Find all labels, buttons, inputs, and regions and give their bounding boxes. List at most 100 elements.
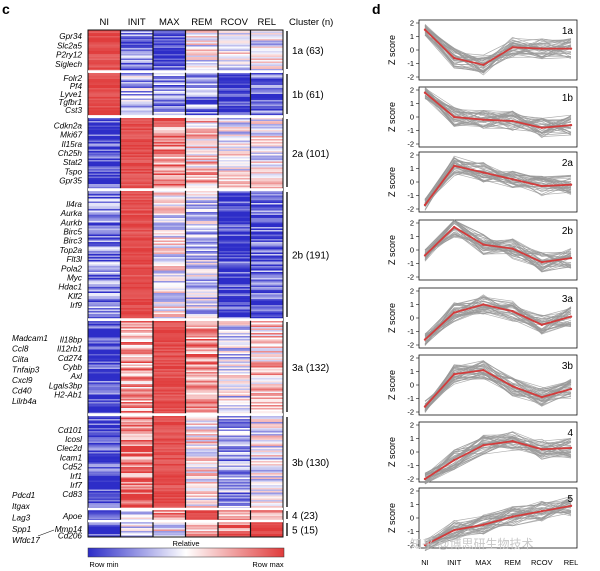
heatmap-cell [88, 366, 121, 368]
heatmap-cell [250, 525, 284, 527]
heatmap-cell [153, 443, 186, 445]
heatmap-cell [88, 136, 121, 138]
heatmap-cell [88, 148, 121, 150]
gene-trace [424, 360, 572, 403]
heatmap-cell [218, 355, 251, 358]
heatmap-cell [250, 522, 284, 524]
heatmap-cell [153, 49, 186, 52]
heatmap-cell [218, 197, 251, 199]
heatmap-cell [88, 98, 121, 101]
heatmap-cell [185, 358, 219, 361]
heatmap-cell [88, 128, 121, 131]
heatmap-cell [120, 131, 154, 134]
heatmap-cell [120, 437, 154, 439]
heatmap-cell [120, 300, 154, 303]
heatmap-cell [185, 498, 219, 501]
heatmap-cell [120, 31, 154, 34]
heatmap-cell [185, 275, 219, 277]
heatmap-cell [218, 382, 251, 385]
heatmap-cell [88, 57, 121, 59]
heatmap-cell [218, 139, 251, 141]
mean-point [453, 311, 456, 314]
heatmap-cell [153, 51, 186, 53]
heatmap-cell [185, 76, 219, 78]
heatmap-cell [218, 376, 251, 379]
heatmap-cell [153, 127, 186, 129]
heatmap-cell [88, 485, 121, 487]
heatmap-cell [153, 122, 186, 125]
heatmap-cell [250, 113, 284, 116]
heatmap-cell [185, 372, 219, 374]
heatmap-cell [185, 155, 219, 158]
heatmap-cell [185, 370, 219, 373]
heatmap-cell [88, 370, 121, 373]
y-tick-label: 0 [410, 46, 414, 55]
heatmap-cell [88, 494, 121, 496]
heatmap-cell [185, 273, 219, 276]
heatmap-cell [218, 149, 251, 152]
heatmap-cell [218, 535, 251, 538]
y-axis-label: Z score [387, 503, 397, 533]
heatmap-cell [88, 340, 121, 343]
colorbar: Relative Row min Row max [87, 539, 285, 569]
heatmap-cell [153, 334, 186, 337]
heatmap-cell [88, 308, 121, 310]
heatmap-cell [120, 260, 154, 262]
heatmap-cell [250, 148, 284, 150]
heatmap-cell [88, 103, 121, 105]
heatmap-cell [185, 532, 219, 535]
heatmap-cell [120, 179, 154, 182]
heatmap-cell [250, 285, 284, 288]
heatmap-cell [120, 491, 154, 493]
heatmap-cell [153, 480, 186, 483]
heatmap-cell [120, 167, 154, 170]
heatmap-cell [185, 151, 219, 153]
heatmap-cell [250, 420, 284, 423]
heatmap-cell [218, 513, 251, 515]
heatmap-cell [153, 224, 186, 226]
mean-point [511, 119, 514, 123]
heatmap-cell [250, 402, 284, 404]
heatmap-cell [218, 510, 251, 512]
heatmap-cell [185, 239, 219, 241]
heatmap-cell [120, 172, 154, 174]
heatmap-cell [88, 477, 121, 480]
heatmap-cell [88, 185, 121, 188]
heatmap-cell [120, 158, 154, 161]
heatmap-cell [153, 293, 186, 295]
heatmap-cell [185, 423, 219, 426]
heatmap-cell [185, 342, 219, 344]
heatmap-cell [250, 444, 284, 447]
heatmap-cell [120, 275, 154, 277]
heatmap-cell [185, 489, 219, 492]
heatmap-cell [185, 278, 219, 280]
heatmap-cell [250, 422, 284, 424]
heatmap-cell [153, 381, 186, 383]
heatmap-cell [120, 122, 154, 125]
heatmap-cell [185, 337, 219, 340]
heatmap-cell [153, 209, 186, 211]
heatmap-cell [250, 125, 284, 128]
heatmap-cell [88, 367, 121, 370]
heatmap-cell [218, 299, 251, 301]
heatmap-cell [250, 31, 284, 34]
heatmap-cell [120, 130, 154, 132]
heatmap-cell [250, 60, 284, 62]
heatmap-cell [250, 52, 284, 55]
heatmap-cell [250, 369, 284, 371]
heatmap-cell [120, 95, 154, 98]
gene-label: Irf9 [70, 301, 82, 310]
heatmap-cell [185, 422, 219, 424]
heatmap-cell [218, 118, 251, 120]
heatmap-cell [250, 254, 284, 256]
y-tick-label: 0 [410, 381, 414, 390]
heatmap-cell [218, 504, 251, 507]
heatmap-cell [185, 390, 219, 392]
heatmap-cell [250, 528, 284, 530]
heatmap-cell [250, 300, 284, 303]
heatmap-cell [250, 311, 284, 313]
heatmap-cell [185, 400, 219, 403]
heatmap-cell [185, 503, 219, 505]
heatmap-cell [218, 45, 251, 47]
heatmap-cell [250, 191, 284, 193]
